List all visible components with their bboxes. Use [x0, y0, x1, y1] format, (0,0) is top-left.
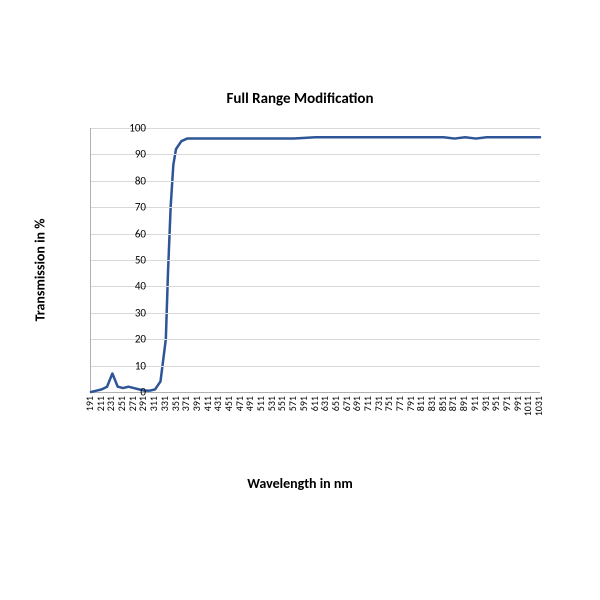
y-tick-label: 100: [116, 123, 146, 134]
y-tick-label: 30: [116, 307, 146, 318]
gridline-h: [91, 260, 540, 261]
gridline-h: [91, 154, 540, 155]
y-tick-label: 50: [116, 255, 146, 266]
gridline-h: [91, 128, 540, 129]
x-axis-label: Wavelength in nm: [0, 475, 600, 492]
gridline-h: [91, 286, 540, 287]
y-tick-label: 70: [116, 202, 146, 213]
y-tick-label: 90: [116, 149, 146, 160]
gridline-h: [91, 234, 540, 235]
chart-container: Full Range Modification Transmission in …: [0, 0, 600, 600]
chart-title: Full Range Modification: [0, 90, 600, 108]
gridline-h: [91, 366, 540, 367]
y-tick-label: 0: [116, 387, 146, 398]
gridline-h: [91, 207, 540, 208]
y-axis-label: Transmission in %: [32, 219, 49, 322]
y-tick-label: 60: [116, 228, 146, 239]
y-tick-label: 80: [116, 175, 146, 186]
gridline-h: [91, 313, 540, 314]
plot-area: [90, 128, 540, 393]
transmission-line: [91, 137, 540, 392]
gridline-h: [91, 339, 540, 340]
y-tick-label: 40: [116, 281, 146, 292]
gridline-h: [91, 181, 540, 182]
y-tick-label: 10: [116, 360, 146, 371]
y-tick-label: 20: [116, 334, 146, 345]
x-tick-label: 1031: [534, 396, 544, 416]
x-ticks: 1912112312512712913113313513713914114314…: [90, 396, 540, 466]
